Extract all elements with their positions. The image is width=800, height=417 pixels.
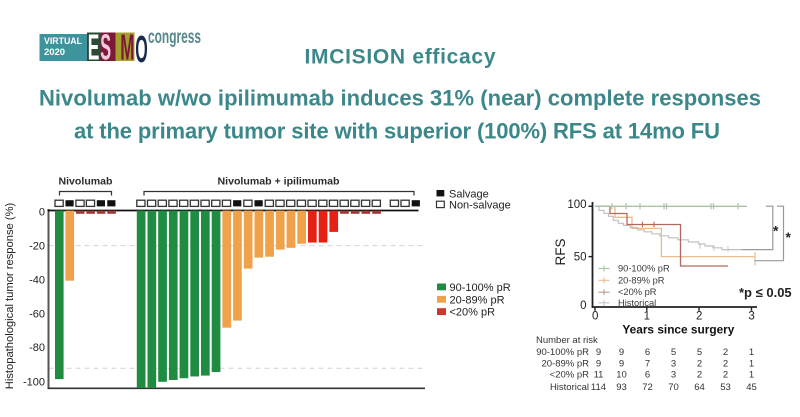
svg-text:2: 2 (697, 359, 702, 370)
svg-text:7: 7 (645, 359, 650, 370)
svg-text:9: 9 (596, 347, 601, 358)
svg-text:E: E (88, 27, 100, 68)
svg-text:Non-salvage: Non-salvage (449, 200, 511, 212)
svg-text:2: 2 (723, 370, 728, 381)
svg-text:2: 2 (723, 347, 728, 358)
svg-text:5: 5 (697, 347, 702, 358)
svg-text:2: 2 (723, 359, 728, 370)
svg-text:10: 10 (616, 370, 627, 381)
svg-text:at the primary tumor site with: at the primary tumor site with superior … (74, 119, 720, 144)
svg-text:S: S (100, 27, 111, 68)
svg-text:Histopathological tumor respon: Histopathological tumor response (%) (4, 202, 16, 389)
svg-text:congress: congress (148, 26, 201, 48)
svg-text:-20: -20 (29, 241, 45, 253)
svg-text:72: 72 (642, 382, 653, 393)
svg-text:20-89% pR: 20-89% pR (450, 294, 505, 306)
svg-text:9: 9 (596, 359, 601, 370)
svg-text:0: 0 (39, 207, 45, 219)
svg-text:20-89% pR: 20-89% pR (541, 359, 589, 370)
svg-text:1: 1 (749, 359, 754, 370)
svg-text:IMCISION efficacy: IMCISION efficacy (305, 46, 496, 69)
svg-text:Nivolumab w/wo ipilimumab indu: Nivolumab w/wo ipilimumab induces 31% (n… (39, 86, 761, 111)
svg-text:9: 9 (619, 347, 624, 358)
svg-text:0: 0 (580, 300, 586, 312)
svg-text:-60: -60 (29, 309, 45, 321)
svg-text:<20% pR: <20% pR (550, 370, 589, 381)
svg-text:53: 53 (720, 382, 731, 393)
svg-text:6: 6 (645, 370, 650, 381)
svg-text:Salvage: Salvage (449, 188, 489, 200)
svg-text:<20% pR: <20% pR (618, 287, 657, 297)
svg-text:114: 114 (591, 382, 606, 393)
svg-text:20-89% pR: 20-89% pR (618, 275, 665, 285)
svg-text:*: * (773, 223, 779, 239)
svg-text:M: M (120, 27, 134, 68)
svg-text:Number at risk: Number at risk (536, 335, 598, 346)
svg-text:90-100% pR: 90-100% pR (618, 264, 670, 274)
svg-text:90-100% pR: 90-100% pR (450, 282, 511, 294)
svg-text:45: 45 (746, 382, 757, 393)
svg-text:1: 1 (749, 347, 754, 358)
svg-text:Historical: Historical (618, 298, 656, 308)
svg-text:70: 70 (668, 382, 679, 393)
svg-text:*: * (786, 229, 792, 245)
svg-text:-80: -80 (29, 342, 45, 354)
svg-text:Nivolumab: Nivolumab (59, 176, 113, 188)
svg-text:-100: -100 (23, 377, 45, 389)
svg-text:RFS: RFS (553, 239, 568, 266)
svg-text:O: O (135, 29, 148, 71)
svg-text:-40: -40 (29, 275, 45, 287)
svg-text:*p ≤ 0.05: *p ≤ 0.05 (739, 285, 792, 300)
svg-text:90-100% pR: 90-100% pR (536, 347, 589, 358)
svg-text:64: 64 (694, 382, 705, 393)
svg-text:1: 1 (644, 311, 650, 323)
svg-text:2: 2 (697, 370, 702, 381)
svg-text:50: 50 (574, 252, 587, 264)
svg-text:3: 3 (671, 370, 676, 381)
svg-text:2020: 2020 (44, 47, 65, 58)
svg-text:0: 0 (592, 311, 598, 323)
svg-text:Historical: Historical (550, 382, 589, 393)
svg-text:11: 11 (594, 370, 604, 381)
svg-text:<20% pR: <20% pR (450, 307, 496, 319)
svg-text:5: 5 (671, 347, 676, 358)
svg-text:9: 9 (619, 359, 624, 370)
svg-text:100: 100 (567, 199, 586, 211)
svg-text:VIRTUAL: VIRTUAL (44, 36, 82, 47)
svg-text:6: 6 (645, 347, 650, 358)
svg-text:3: 3 (671, 359, 676, 370)
svg-text:93: 93 (616, 382, 627, 393)
svg-text:3: 3 (748, 311, 754, 323)
svg-text:Years since surgery: Years since surgery (622, 323, 734, 337)
svg-text:2: 2 (696, 311, 702, 323)
svg-text:1: 1 (749, 370, 754, 381)
svg-text:Nivolumab + ipilimumab: Nivolumab + ipilimumab (218, 176, 340, 188)
